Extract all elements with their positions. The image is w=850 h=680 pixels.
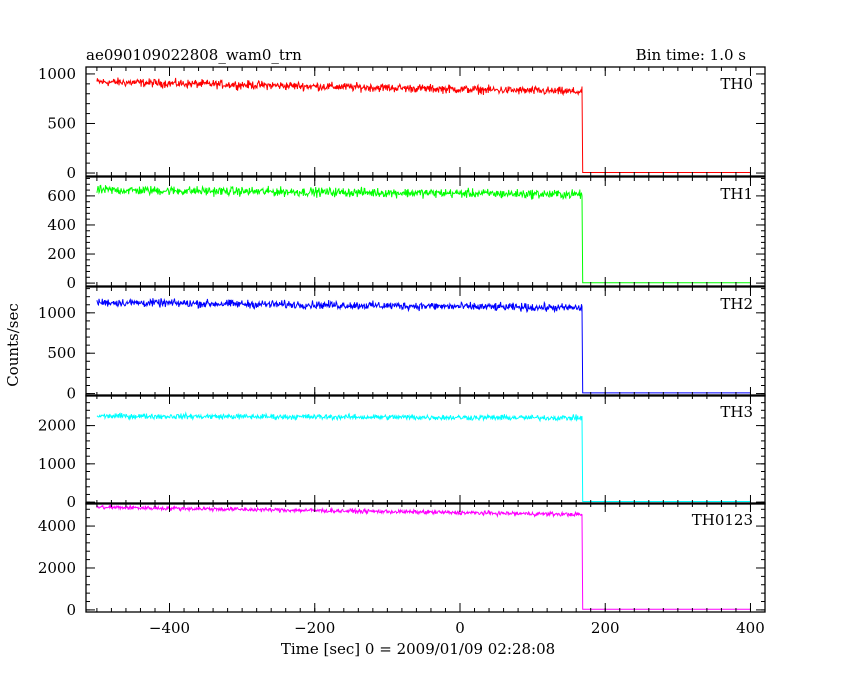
y-tick-label: 500 <box>47 344 76 362</box>
x-tick-label: 0 <box>455 619 465 637</box>
x-axis-label: Time [sec] 0 = 2009/01/09 02:28:08 <box>281 640 555 658</box>
panel-frame <box>85 286 766 397</box>
y-tick-label: 0 <box>66 601 76 619</box>
y-tick-label: 2000 <box>38 559 76 577</box>
x-tick-label: −200 <box>294 619 335 637</box>
series-line-th1 <box>96 184 751 284</box>
series-line-th0123 <box>96 503 751 610</box>
panel-th2: 0 500 1000 TH2 <box>38 286 766 403</box>
chart-title: ae090109022808_wam0_trn <box>86 46 302 64</box>
x-tick-label: −400 <box>149 619 190 637</box>
panel-th0: 0 500 1000 TH0 <box>38 65 766 182</box>
y-tick-label: 200 <box>47 245 76 263</box>
panel-label-th1: TH1 <box>720 185 753 203</box>
x-tick-label: 400 <box>736 619 765 637</box>
y-tick-label: 0 <box>66 493 76 511</box>
series-line-th0 <box>96 77 751 173</box>
y-tick-label: 2000 <box>38 417 76 435</box>
y-tick-label: 400 <box>47 216 76 234</box>
y-tick-label: 4000 <box>38 517 76 535</box>
x-tick-label: 200 <box>591 619 620 637</box>
bin-time-label: Bin time: 1.0 s <box>636 46 746 64</box>
series-line-th2 <box>96 298 751 394</box>
panel-th0123: 0 2000 4000 TH0123 <box>38 502 766 619</box>
y-tick-label: 1000 <box>38 455 76 473</box>
y-tick-label: 1000 <box>38 304 76 322</box>
panel-label-th3: TH3 <box>720 403 753 421</box>
panel-frame <box>85 66 766 177</box>
panel-frame <box>85 176 766 287</box>
panel-frame <box>85 394 766 505</box>
panel-frame <box>85 502 766 613</box>
panel-label-th0123: TH0123 <box>692 511 753 529</box>
y-tick-label: 0 <box>66 274 76 292</box>
y-tick-label: 0 <box>66 385 76 403</box>
panels-group: 0 500 1000 TH0 0 200 400 600 TH1 0 500 1000 TH2 0 1000… <box>38 65 766 637</box>
y-tick-label: 500 <box>47 114 76 132</box>
series-line-th3 <box>96 411 751 502</box>
panel-th1: 0 200 400 600 TH1 <box>47 176 766 292</box>
panel-label-th0: TH0 <box>720 75 753 93</box>
y-axis-label: Counts/sec <box>4 303 22 387</box>
y-tick-label: 1000 <box>38 65 76 83</box>
panel-th3: 0 1000 2000 TH3 <box>38 394 766 511</box>
y-tick-label: 0 <box>66 164 76 182</box>
y-tick-label: 600 <box>47 187 76 205</box>
panel-label-th2: TH2 <box>720 295 753 313</box>
